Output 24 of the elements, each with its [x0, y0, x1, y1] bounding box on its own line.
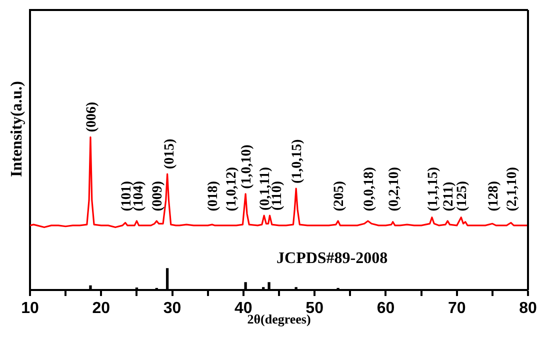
annotation: (211) [442, 181, 457, 212]
annotation: (1,0,12) [224, 166, 240, 212]
annotation: (015) [162, 138, 178, 170]
annotation: (101) [119, 180, 134, 212]
annotation: (0,2,10) [386, 166, 402, 212]
annotation: (1,0,10) [240, 144, 255, 189]
x-tick-label: 80 [519, 300, 537, 318]
annotation: (1,1,15) [426, 166, 441, 212]
annotation: (1,0,15) [290, 138, 306, 184]
annotation: (205) [332, 180, 348, 212]
annotation: (0,0,18) [362, 166, 377, 212]
annotation: (006) [84, 101, 100, 132]
annotation: (128) [486, 180, 502, 212]
x-tick-label: 70 [448, 300, 466, 318]
annotation: (018) [206, 180, 222, 212]
annotation: (125) [455, 180, 470, 212]
text: JCPDS#89-2008 [276, 250, 388, 268]
y-axis-title: Intensity(a.u.) [8, 80, 26, 178]
x-tick-label: 10 [21, 300, 39, 318]
annotation: (2,1,10) [504, 166, 520, 212]
annotation: (009) [150, 180, 166, 212]
x-tick-label: 60 [376, 300, 395, 318]
x-tick-label: 20 [92, 300, 110, 318]
x-tick-label: 30 [163, 300, 182, 318]
